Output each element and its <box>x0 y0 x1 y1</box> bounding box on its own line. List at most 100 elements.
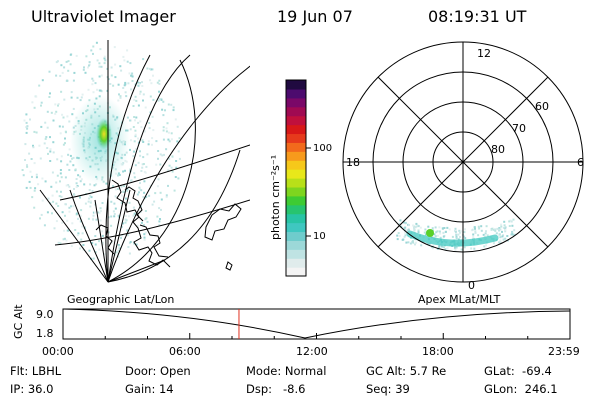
emission-speckle <box>77 232 80 235</box>
emission-speckle <box>499 241 502 244</box>
emission-speckle <box>511 224 514 227</box>
emission-speckle <box>143 236 146 239</box>
emission-speckle <box>112 84 115 87</box>
emission-speckle <box>144 171 147 174</box>
emission-speckle <box>402 221 405 224</box>
emission-speckle <box>142 141 145 143</box>
emission-speckle <box>98 62 101 65</box>
emission-speckle <box>106 67 109 70</box>
emission-speckle <box>107 78 110 81</box>
emission-speckle <box>407 228 410 231</box>
emission-speckle <box>22 174 25 177</box>
emission-speckle <box>99 219 102 222</box>
emission-speckle <box>482 233 485 236</box>
emission-speckle <box>174 118 177 121</box>
colorbar-cell <box>286 88 306 99</box>
emission-speckle <box>141 166 144 169</box>
emission-speckle <box>59 180 61 183</box>
emission-speckle <box>417 229 420 232</box>
emission-speckle <box>139 82 141 84</box>
emission-speckle <box>83 66 85 69</box>
emission-speckle <box>504 237 507 240</box>
emission-speckle <box>144 210 147 212</box>
emission-speckle <box>135 243 138 246</box>
emission-speckle <box>72 164 75 167</box>
emission-speckle <box>150 68 153 71</box>
emission-speckle <box>87 66 89 69</box>
emission-speckle <box>165 195 168 198</box>
emission-speckle <box>151 115 154 118</box>
emission-speckle <box>75 178 78 180</box>
emission-speckle <box>71 157 74 160</box>
emission-speckle <box>65 184 68 187</box>
emission-speckle <box>141 85 144 87</box>
emission-speckle <box>113 213 116 215</box>
emission-speckle <box>405 241 408 244</box>
emission-speckle <box>54 103 57 106</box>
emission-speckle <box>97 211 99 214</box>
emission-speckle <box>408 224 410 227</box>
emission-speckle <box>64 214 66 217</box>
emission-speckle <box>81 232 84 235</box>
emission-speckle <box>495 232 498 235</box>
emission-speckle <box>131 72 134 75</box>
emission-speckle <box>25 186 28 189</box>
emission-speckle <box>159 218 161 220</box>
emission-speckle <box>511 230 513 233</box>
emission-speckle <box>94 82 97 85</box>
emission-speckle <box>55 220 58 223</box>
time-axis-ticks <box>62 333 571 339</box>
emission-speckle <box>57 103 60 105</box>
emission-speckle <box>446 226 449 229</box>
emission-speckle <box>114 195 117 198</box>
emission-speckle <box>101 202 104 204</box>
emission-speckle <box>460 248 463 251</box>
emission-speckle <box>92 91 95 94</box>
colorbar-cell <box>286 151 306 161</box>
emission-speckle <box>157 150 160 152</box>
emission-speckle <box>46 126 49 129</box>
emission-speckle <box>130 179 132 182</box>
emission-speckle <box>107 231 110 234</box>
emission-speckle <box>415 225 418 228</box>
emission-speckle <box>140 170 143 172</box>
emission-speckle <box>115 251 118 254</box>
emission-speckle <box>67 229 70 232</box>
emission-speckle <box>65 239 68 242</box>
dsp-value: Dsp: -8.6 <box>246 382 306 396</box>
emission-speckle <box>501 235 504 238</box>
emission-speckle <box>63 66 66 69</box>
emission-speckle <box>485 225 488 228</box>
emission-speckle <box>127 246 130 248</box>
emission-speckle <box>41 199 44 202</box>
emission-speckle <box>75 212 78 215</box>
emission-speckle <box>129 139 132 142</box>
emission-speckle <box>74 229 77 231</box>
auroral-hotspot <box>426 229 434 237</box>
emission-speckle <box>496 227 499 230</box>
emission-speckle <box>79 99 82 102</box>
emission-speckle <box>53 227 56 230</box>
auroral-oval-arc <box>406 230 499 247</box>
emission-speckle <box>398 223 401 225</box>
emission-speckle <box>158 82 161 85</box>
emission-speckle <box>124 169 126 172</box>
emission-speckle <box>119 95 122 98</box>
emission-speckle <box>33 130 36 133</box>
emission-speckle <box>98 211 101 214</box>
emission-speckle <box>117 83 120 86</box>
emission-speckle <box>159 191 162 194</box>
emission-speckle <box>142 163 145 165</box>
emission-speckle <box>502 238 505 241</box>
emission-speckle <box>91 77 94 80</box>
emission-speckle <box>403 235 406 238</box>
emission-speckle <box>138 191 140 194</box>
emission-speckle <box>154 192 157 195</box>
glon-value: GLon: 246.1 <box>484 382 558 396</box>
emission-speckle <box>503 220 506 223</box>
emission-speckle <box>61 71 64 74</box>
emission-speckle <box>148 194 151 197</box>
emission-speckle <box>125 197 127 200</box>
emission-speckle <box>147 140 150 143</box>
emission-speckle <box>504 226 507 229</box>
